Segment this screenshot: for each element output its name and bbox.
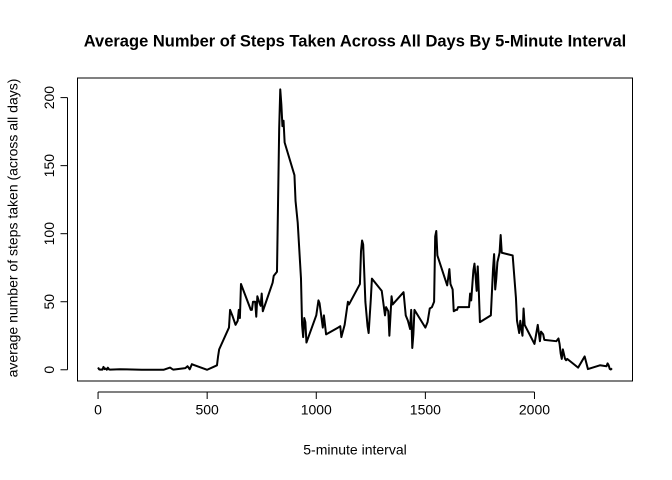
x-tick-label: 1500 [410,402,441,418]
x-tick-label: 2000 [519,402,550,418]
y-axis-label: average number of steps taken (across al… [5,79,21,378]
y-tick-label: 0 [41,366,57,374]
x-tick-label: 500 [195,402,219,418]
y-tick-label: 100 [41,222,57,246]
data-line [97,88,613,371]
x-tick-label: 0 [94,402,102,418]
y-tick-label: 50 [41,294,57,310]
chart-title: Average Number of Steps Taken Across All… [84,32,627,50]
plot-box [77,77,633,382]
y-tick-label: 150 [41,154,57,178]
y-tick-label: 200 [41,86,57,110]
x-axis-label: 5-minute interval [303,442,407,458]
x-tick-label: 1000 [301,402,332,418]
